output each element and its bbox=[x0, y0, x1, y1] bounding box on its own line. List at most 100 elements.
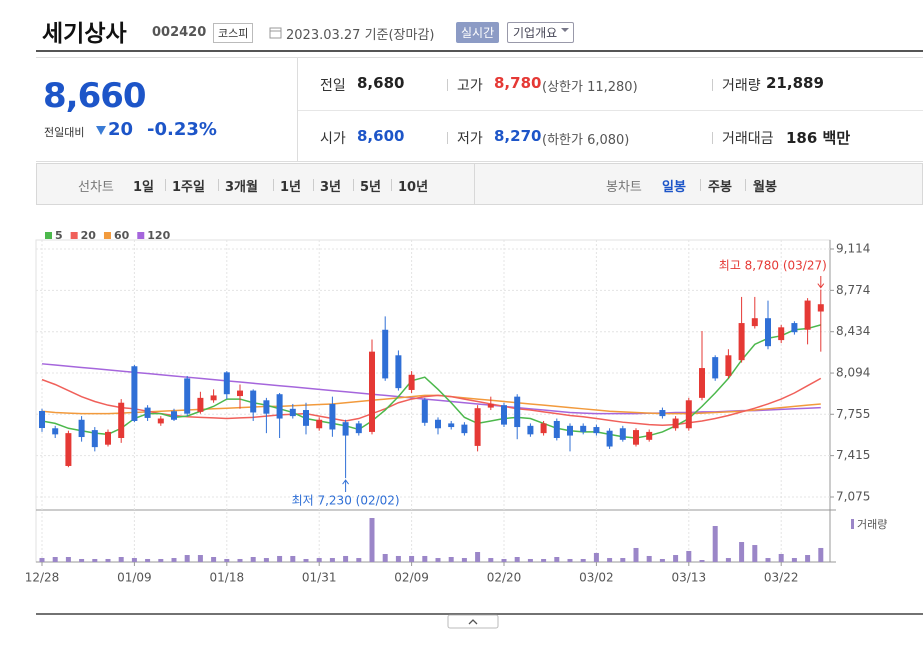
candle-tab[interactable]: 주봉 bbox=[708, 180, 732, 195]
candle-body bbox=[580, 425, 587, 432]
candle-body bbox=[633, 430, 639, 445]
volume-bar bbox=[475, 552, 481, 562]
legend-swatch bbox=[70, 232, 78, 239]
y-tick-label: 7,755 bbox=[836, 407, 870, 421]
current-price: 8,660 bbox=[43, 76, 147, 116]
candle-body bbox=[303, 410, 309, 426]
collapse-chevron bbox=[468, 619, 478, 625]
volume-bar bbox=[237, 558, 243, 562]
stock-name: 세기상사 bbox=[42, 21, 127, 47]
candle-tab[interactable]: 월봉 bbox=[753, 180, 777, 195]
x-tick-label: 02/09 bbox=[394, 571, 429, 585]
volume-bar bbox=[739, 542, 745, 562]
candle-body bbox=[487, 403, 494, 408]
high-annotation: 최고 8,780 (03/27) bbox=[719, 259, 827, 273]
period-tab[interactable]: 1일 bbox=[133, 180, 155, 195]
candle-body bbox=[408, 374, 415, 390]
toolbar bbox=[36, 163, 923, 205]
x-tick-label: 01/18 bbox=[210, 571, 245, 585]
volume-bar bbox=[382, 553, 388, 562]
header-rule bbox=[36, 50, 923, 52]
collapse-button[interactable] bbox=[447, 614, 499, 629]
volume-bar bbox=[316, 558, 322, 562]
line-chart-label: 선차트 bbox=[78, 180, 114, 195]
quote-value: 8,600 bbox=[357, 127, 405, 145]
high-arrow bbox=[817, 276, 825, 289]
period-tab[interactable]: 1주일 bbox=[172, 180, 205, 195]
x-tick-label: 03/22 bbox=[764, 571, 799, 585]
candle-body bbox=[553, 420, 560, 438]
candle-body bbox=[144, 407, 151, 418]
volume-bar bbox=[263, 558, 269, 562]
volume-bar bbox=[277, 555, 283, 562]
volume-bar bbox=[409, 555, 415, 562]
candle-body bbox=[540, 423, 547, 434]
y-tick-label: 9,114 bbox=[836, 242, 870, 256]
volume-bar bbox=[699, 560, 705, 562]
volume-bar bbox=[92, 558, 98, 562]
volume-bar bbox=[105, 558, 111, 562]
volume-bar bbox=[171, 558, 177, 562]
candle-body bbox=[606, 430, 613, 447]
tab-separator bbox=[353, 179, 354, 191]
volume-bar bbox=[620, 558, 626, 562]
period-tab[interactable]: 3년 bbox=[320, 180, 342, 195]
column-separator bbox=[712, 79, 713, 91]
candle-body bbox=[369, 351, 375, 432]
volume-bar bbox=[369, 518, 375, 562]
candle-body bbox=[263, 400, 270, 414]
candle-body bbox=[210, 395, 217, 401]
candle-body bbox=[725, 355, 732, 376]
dropdown-arrow bbox=[561, 28, 570, 36]
plot-frame bbox=[35, 239, 831, 563]
candle-body bbox=[672, 418, 679, 429]
tab-separator bbox=[165, 179, 166, 191]
low-annotation: 최저 7,230 (02/02) bbox=[292, 494, 400, 508]
candle-body bbox=[39, 411, 45, 429]
x-tick-label: 01/31 bbox=[302, 571, 337, 585]
period-tab[interactable]: 10년 bbox=[398, 180, 429, 195]
period-tab[interactable]: 5년 bbox=[360, 180, 382, 195]
candle-body bbox=[765, 318, 771, 347]
volume-bar bbox=[673, 555, 679, 562]
volume-bar bbox=[633, 547, 639, 562]
candle-body bbox=[91, 430, 98, 448]
column-separator bbox=[712, 132, 713, 144]
candle-body bbox=[65, 433, 72, 466]
period-tab[interactable]: 3개월 bbox=[225, 180, 258, 195]
realtime-button[interactable]: 실시간 bbox=[456, 22, 500, 43]
volume-bar bbox=[567, 558, 573, 562]
company-button[interactable]: 기업개요 bbox=[507, 22, 575, 43]
change-label: 전일대비 bbox=[44, 126, 85, 139]
volume-bar bbox=[343, 555, 349, 562]
volume-bar bbox=[791, 558, 797, 562]
candle-body bbox=[448, 423, 455, 428]
legend-label: 5 bbox=[55, 229, 63, 242]
candle-body bbox=[78, 419, 85, 438]
row-divider bbox=[298, 110, 923, 111]
candle-body bbox=[223, 372, 230, 395]
x-tick-label: 01/09 bbox=[117, 571, 152, 585]
volume-bar bbox=[659, 558, 665, 562]
candle-body bbox=[171, 411, 177, 420]
volume-bar bbox=[448, 557, 454, 562]
toolbar-divider bbox=[474, 164, 475, 204]
candle-body bbox=[738, 323, 745, 361]
y-tick-label: 7,415 bbox=[836, 448, 870, 462]
volume-bar bbox=[290, 555, 296, 562]
candle-body bbox=[712, 357, 719, 379]
volume-legend-swatch bbox=[851, 519, 854, 529]
volume-bar bbox=[131, 558, 137, 562]
y-tick-label: 8,094 bbox=[836, 366, 870, 380]
candle-body bbox=[184, 378, 191, 414]
candle-body bbox=[501, 405, 507, 425]
candle-body bbox=[329, 403, 336, 430]
volume-bar bbox=[805, 555, 811, 562]
candle-body bbox=[395, 355, 402, 389]
period-tab[interactable]: 1년 bbox=[280, 180, 302, 195]
quote-label: 거래량 bbox=[722, 78, 761, 94]
change-value: 20 bbox=[108, 119, 134, 140]
candle-tab[interactable]: 일봉 bbox=[662, 180, 686, 195]
volume-bar bbox=[52, 557, 58, 562]
volume-bar bbox=[422, 555, 428, 562]
